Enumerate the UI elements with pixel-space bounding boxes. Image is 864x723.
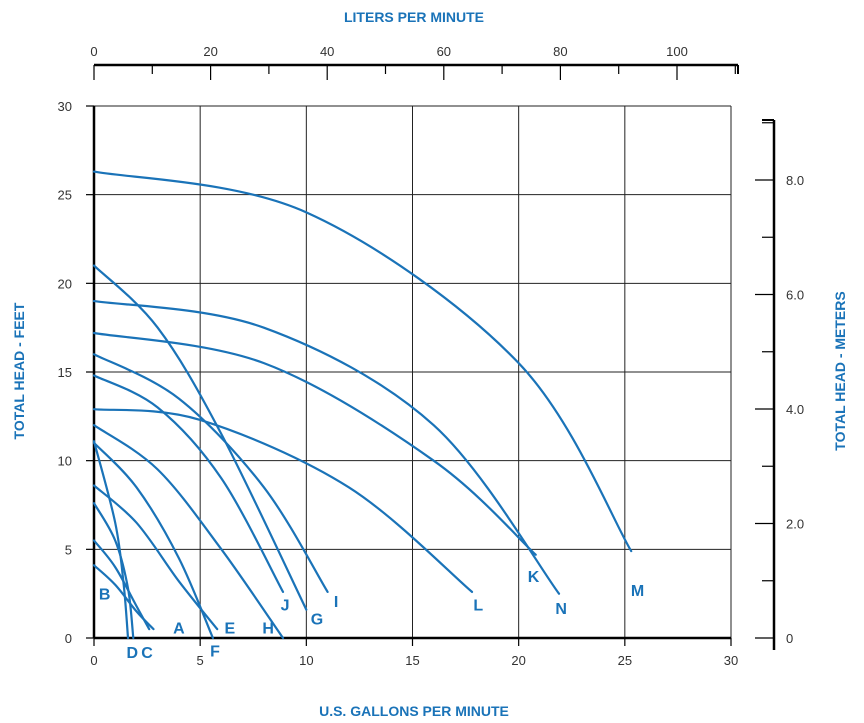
curve-label-k: K [528,569,540,586]
curve-n [92,300,561,595]
curve-i [92,353,329,593]
y-tick-label: 10 [58,454,72,469]
curve-label-h: H [262,620,274,637]
tick-labels: 0 5 10 15 20 25 30 0 5 10 15 20 25 30 0 20 40 60 80 100 0 2.0… [58,44,805,668]
y2-tick-label: 0 [786,631,793,646]
x-tick-label: 5 [197,653,204,668]
y2-tick-label: 8.0 [786,173,804,188]
curve-label-e: E [225,620,236,637]
curve-labels: A B CD EF HJ GI L KN M [99,569,644,662]
y2-tick-label: 2.0 [786,517,804,532]
curve-label-d: D [126,645,138,662]
curve-g [92,264,308,611]
curve-label-m: M [631,583,644,600]
y-tick-label: 20 [58,276,72,291]
curve-h [92,424,285,640]
x2-tick-label: 80 [553,44,567,59]
y-tick-label: 5 [65,542,72,557]
x-tick-label: 15 [405,653,419,668]
curve-d [92,440,130,640]
curve-b [92,539,151,631]
curve-label-a: A [173,620,185,637]
curve-c [92,502,135,640]
curve-f [92,441,214,640]
curve-label-i: I [334,594,338,611]
curve-j [92,374,285,593]
curve-label-j: J [281,597,290,614]
curve-label-c: C [141,645,153,662]
curve-m [92,170,633,553]
y2-axis-title: TOTAL HEAD - METERS [832,291,848,450]
y2-tick-label: 4.0 [786,402,804,417]
x2-tick-label: 60 [437,44,451,59]
y-tick-label: 25 [58,188,72,203]
y-axis-title: TOTAL HEAD - FEET [11,302,27,439]
x-axis-title: U.S. GALLONS PER MINUTE [319,703,509,719]
x2-axis-title: LITERS PER MINUTE [344,9,484,25]
x2-tick-label: 20 [203,44,217,59]
y-tick-label: 15 [58,365,72,380]
x-tick-label: 0 [90,653,97,668]
curve-label-b: B [99,587,111,604]
x2-tick-label: 0 [90,44,97,59]
curve-label-n: N [555,601,567,618]
y-tick-label: 0 [65,631,72,646]
curve-l [92,408,474,593]
x-tick-label: 20 [511,653,525,668]
x2-tick-label: 40 [320,44,334,59]
pump-curves [92,170,633,640]
curve-label-l: L [473,597,483,614]
y-tick-label: 30 [58,99,72,114]
x-tick-label: 25 [618,653,632,668]
x-tick-label: 10 [299,653,313,668]
curve-label-g: G [311,611,323,628]
curve-label-f: F [210,643,220,660]
x2-tick-label: 100 [666,44,688,59]
curve-k [92,331,537,556]
x-tick-label: 30 [724,653,738,668]
grid [93,105,732,639]
y2-tick-label: 6.0 [786,288,804,303]
axes [86,63,776,650]
